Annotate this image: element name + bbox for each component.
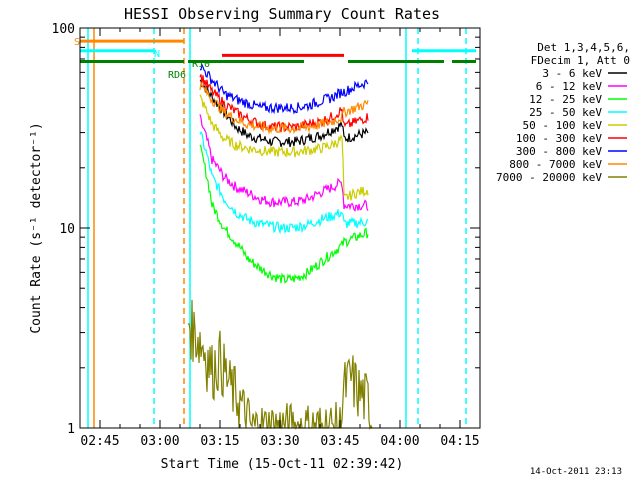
flag-bars xyxy=(80,39,476,63)
series-line-1 xyxy=(199,114,369,212)
series-line-5 xyxy=(199,74,369,134)
series-line-7 xyxy=(199,82,369,135)
flag-label-n: N xyxy=(154,49,160,60)
legend-label: 100 - 300 keV xyxy=(516,132,602,145)
legend-label: 7000 - 20000 keV xyxy=(496,171,602,184)
footer-timestamp: 14-Oct-2011 23:13 xyxy=(530,467,622,477)
legend-label: 25 - 50 keV xyxy=(529,106,602,119)
series-line-4 xyxy=(199,94,369,201)
x-axis-ticks: 02:45 03:00 03:15 03:30 03:45 04:00 04:15 xyxy=(79,28,481,449)
flag-label-rd6: RD6 xyxy=(168,70,186,81)
series-line-3 xyxy=(199,130,369,235)
legend-header-line: FDecim 1, Att 0 xyxy=(531,54,630,67)
x-tick-label: 02:45 xyxy=(80,434,119,449)
legend-label: 12 - 25 keV xyxy=(529,93,602,106)
x-tick-label: 03:15 xyxy=(200,434,239,449)
legend-header-line: Det 1,3,4,5,6, xyxy=(537,41,630,54)
series-line-6 xyxy=(199,62,369,115)
y-axis-label: Count Rate (s⁻¹ detector⁻¹) xyxy=(29,122,44,333)
x-tick-label: 03:00 xyxy=(140,434,179,449)
legend-label: 3 - 6 keV xyxy=(542,67,602,80)
flag-label-r10: R10 xyxy=(192,59,210,70)
y-tick-label: 1 xyxy=(67,422,75,437)
legend-label: 800 - 7000 keV xyxy=(509,158,602,171)
chart-title: HESSI Observing Summary Count Rates xyxy=(124,5,440,23)
y-tick-label: 10 xyxy=(59,222,75,237)
x-tick-label: 04:00 xyxy=(380,434,419,449)
series-line-2 xyxy=(199,144,369,284)
x-tick-label: 03:30 xyxy=(260,434,299,449)
series-lines xyxy=(187,62,373,431)
legend: Det 1,3,4,5,6,FDecim 1, Att 03 - 6 keV6 … xyxy=(496,41,630,184)
vertical-markers xyxy=(87,28,467,428)
x-tick-label: 03:45 xyxy=(320,434,359,449)
y-tick-label: 100 xyxy=(52,22,75,37)
flag-annotations: S N RD6 R10 xyxy=(74,37,210,81)
legend-label: 50 - 100 keV xyxy=(523,119,603,132)
legend-label: 300 - 800 keV xyxy=(516,145,602,158)
legend-label: 6 - 12 keV xyxy=(536,80,603,93)
x-axis-label: Start Time (15-Oct-11 02:39:42) xyxy=(161,457,404,472)
series-line-8 xyxy=(187,299,373,431)
x-tick-label: 04:15 xyxy=(440,434,479,449)
y-axis-ticks: 1 10 100 xyxy=(52,22,480,437)
flag-label-s: S xyxy=(74,37,80,48)
